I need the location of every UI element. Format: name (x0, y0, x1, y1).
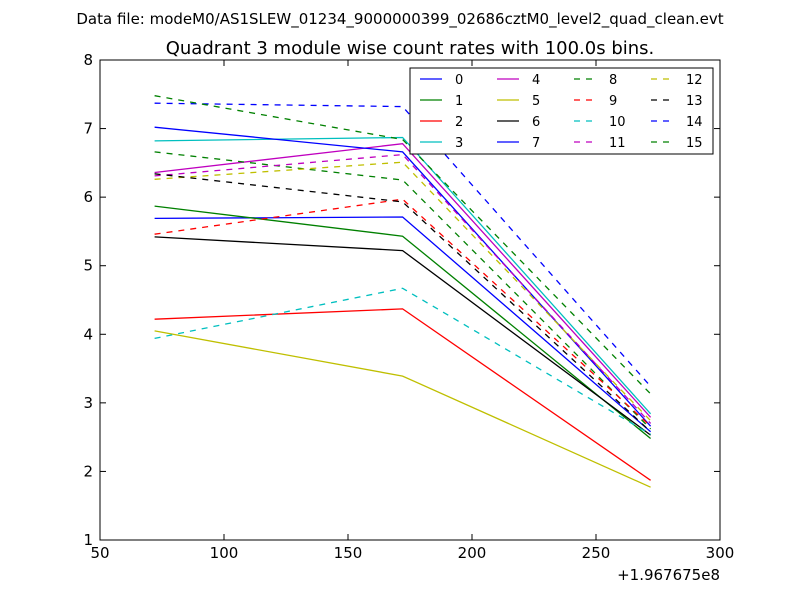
series-line-7 (154, 126, 652, 427)
y-tick-label: 2 (83, 462, 93, 480)
y-tick-label: 3 (83, 394, 93, 412)
legend-label-13: 13 (686, 94, 703, 109)
series-line-2 (154, 308, 651, 481)
series-line-10 (154, 287, 651, 435)
legend-label-7: 7 (532, 136, 540, 151)
series-line-0 (154, 216, 652, 433)
series-line-9 (154, 198, 652, 427)
series-line-6 (154, 236, 651, 436)
x-tick-label: 100 (210, 544, 239, 562)
legend-label-10: 10 (609, 115, 626, 130)
x-tick-label: 250 (582, 544, 611, 562)
x-tick-label: 150 (334, 544, 363, 562)
legend-frame (409, 67, 714, 155)
legend-label-12: 12 (686, 73, 703, 88)
series-line-4 (154, 143, 652, 418)
legend-label-5: 5 (532, 94, 540, 109)
x-tick-label: 300 (706, 544, 735, 562)
legend-label-1: 1 (455, 94, 463, 109)
legend-label-8: 8 (609, 73, 617, 88)
legend-label-9: 9 (609, 94, 617, 109)
legend-label-0: 0 (455, 73, 463, 88)
x-tick-label: 200 (458, 544, 487, 562)
legend-label-11: 11 (609, 136, 626, 151)
y-tick-label: 1 (83, 531, 93, 549)
y-tick-label: 4 (83, 325, 93, 343)
legend-label-15: 15 (686, 136, 703, 151)
series-line-8 (154, 151, 652, 430)
y-tick-label: 6 (83, 188, 93, 206)
series-line-14 (154, 102, 652, 387)
legend-label-2: 2 (455, 115, 463, 130)
legend-label-6: 6 (532, 115, 540, 130)
chart-title: Quadrant 3 module wise count rates with … (166, 38, 655, 59)
suptitle: Data file: modeM0/AS1SLEW_01234_90000003… (76, 10, 723, 29)
series-lines (154, 95, 652, 488)
legend-label-14: 14 (686, 115, 703, 130)
series-line-11 (154, 153, 652, 424)
plot-area (99, 59, 721, 541)
series-line-1 (154, 205, 652, 440)
y-tick-label: 5 (83, 257, 93, 275)
series-line-3 (154, 136, 652, 415)
legend-label-3: 3 (455, 136, 463, 151)
y-tick-label: 7 (83, 120, 93, 138)
x-tick-label: 50 (90, 544, 109, 562)
y-tick-label: 8 (83, 51, 93, 69)
legend-label-4: 4 (532, 73, 540, 88)
series-line-5 (154, 330, 651, 488)
series-line-12 (154, 161, 652, 422)
x-offset-label: +1.967675e8 (617, 566, 720, 584)
